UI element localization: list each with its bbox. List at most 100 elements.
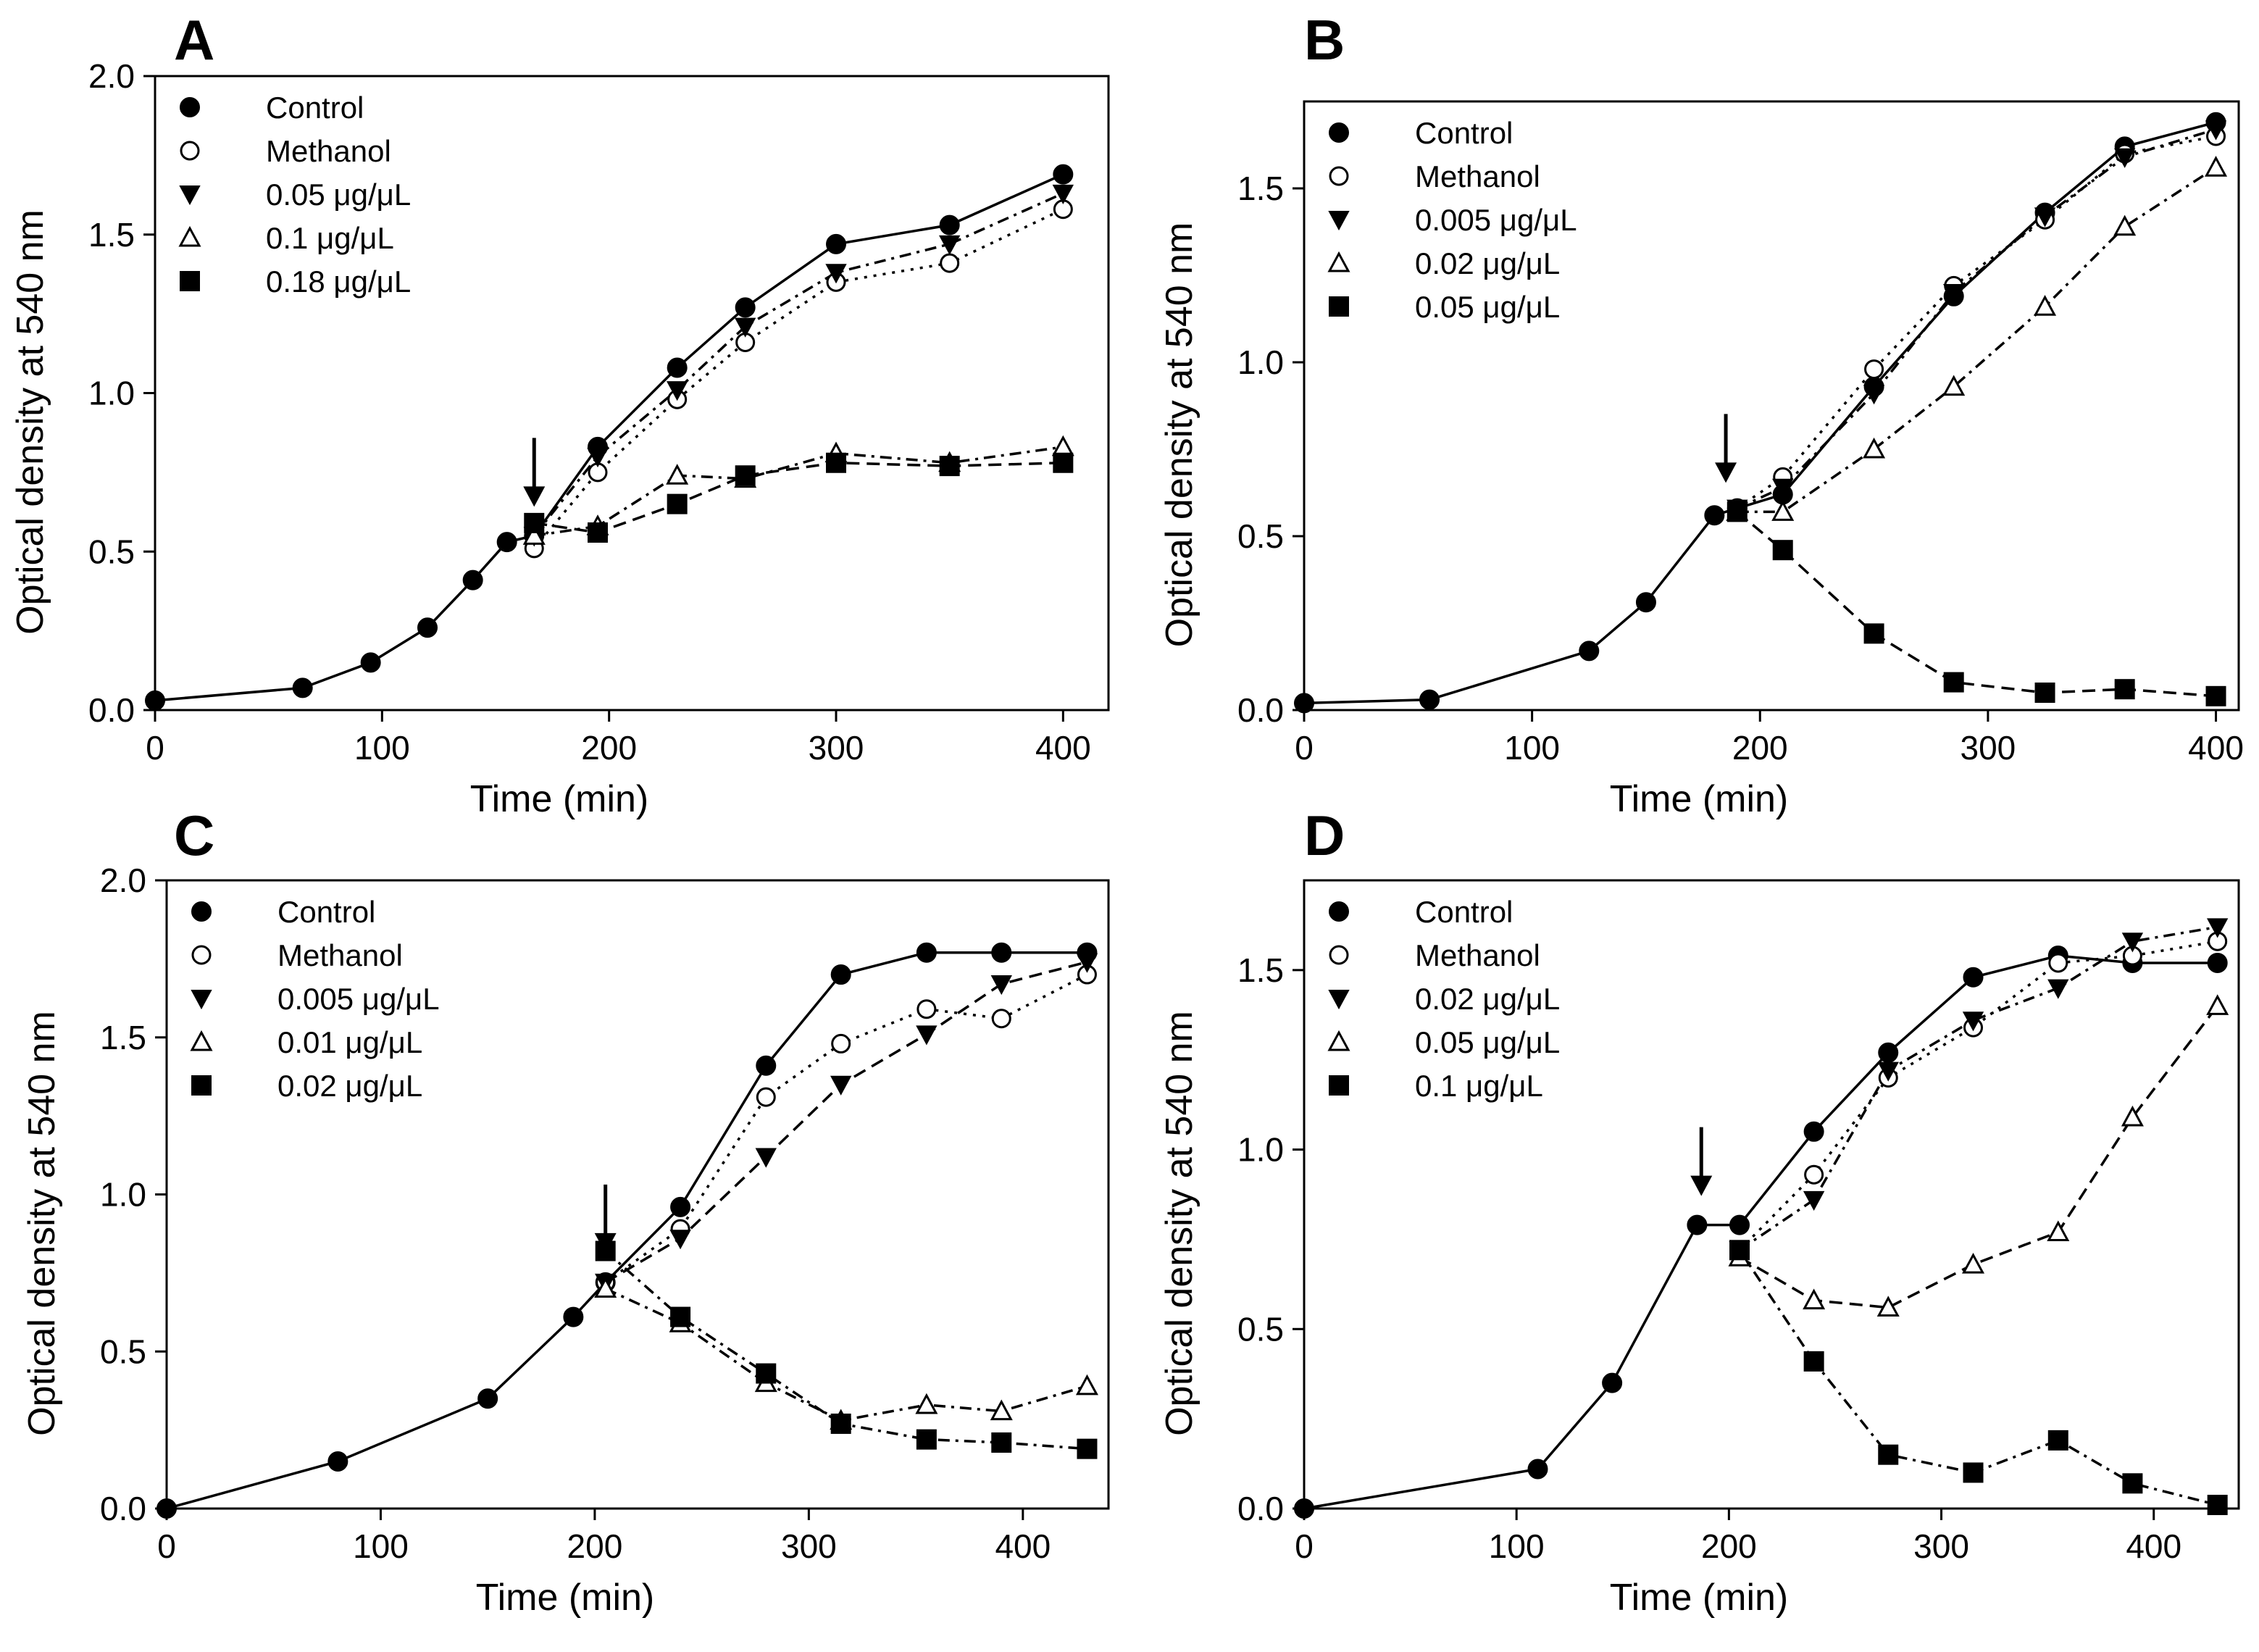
- legend-marker: [1329, 296, 1349, 317]
- data-point-series-4: [1772, 540, 1793, 561]
- data-point-series-0: [830, 964, 851, 985]
- treatment-arrow-head: [523, 486, 546, 507]
- y-tick-label: 0.0: [100, 1490, 146, 1527]
- legend-label: 0.01 μg/μL: [277, 1025, 422, 1059]
- x-tick-label: 100: [1504, 729, 1560, 767]
- data-point-series-0: [1878, 1042, 1899, 1063]
- data-point-series-3: [1876, 1296, 1900, 1317]
- data-point-series-0: [477, 1388, 498, 1409]
- data-point-series-0: [991, 942, 1012, 963]
- x-tick-label: 400: [2188, 729, 2244, 767]
- x-tick-label: 200: [567, 1527, 623, 1565]
- data-point-series-4: [2047, 1430, 2068, 1451]
- legend-label: 0.02 μg/μL: [1415, 246, 1560, 280]
- y-axis-title: Optical density at 540 nm: [9, 209, 51, 635]
- data-point-series-4: [667, 493, 688, 514]
- chart-panel-c: 0 100 200 300 400 0.0 0.5 1.0 1.5 2.0 Time (min) Op…: [21, 804, 1110, 1619]
- data-point-series-0: [327, 1451, 348, 1472]
- data-point-series-2: [755, 1148, 777, 1168]
- data-point-series-0: [1527, 1459, 1548, 1480]
- series-line-0: [1303, 121, 2216, 705]
- data-point-series-0: [1704, 505, 1725, 526]
- y-axis-title: Optical density at 540 nm: [1158, 1011, 1201, 1436]
- legend-marker: [191, 990, 212, 1010]
- data-point-series-2: [734, 317, 756, 338]
- data-point-series-2: [1863, 385, 1885, 405]
- data-point-series-0: [735, 297, 756, 318]
- data-point-series-4: [670, 1306, 691, 1327]
- legend-marker: [1329, 166, 1349, 186]
- data-point-series-1: [916, 999, 937, 1019]
- data-point-series-3: [1051, 435, 1074, 456]
- data-point-series-4: [2207, 1495, 2228, 1516]
- data-point-series-0: [1294, 1498, 1314, 1519]
- data-point-series-2: [666, 381, 688, 401]
- data-point-series-3: [1075, 1374, 1098, 1396]
- x-tick-label: 200: [581, 729, 637, 767]
- x-axis-title: Time (min): [1610, 1577, 1789, 1619]
- data-point-series-0: [292, 677, 313, 698]
- data-point-series-0: [145, 690, 165, 711]
- data-point-series-2: [2114, 148, 2136, 168]
- legend-marker: [191, 945, 212, 965]
- data-point-series-3: [1962, 1252, 1985, 1274]
- treatment-arrow-head: [594, 1232, 617, 1253]
- x-tick-label: 400: [2126, 1527, 2181, 1565]
- data-point-series-4: [2114, 679, 2135, 700]
- data-point-series-2: [1803, 1190, 1825, 1211]
- data-point-series-2: [2207, 918, 2229, 938]
- data-point-series-0: [1687, 1214, 1708, 1235]
- legend-marker: [191, 901, 212, 922]
- legend-label: 0.18 μg/μL: [266, 264, 411, 299]
- x-tick-label: 0: [157, 1527, 176, 1565]
- legend-label: 0.02 μg/μL: [277, 1069, 422, 1103]
- data-point-series-3: [1942, 375, 1966, 396]
- data-point-series-4: [756, 1363, 777, 1384]
- y-tick-label: 0.5: [88, 533, 135, 570]
- data-point-series-4: [2034, 683, 2055, 703]
- data-point-series-0: [1602, 1372, 1623, 1393]
- series-line-1: [1736, 135, 2216, 510]
- data-point-series-4: [588, 522, 608, 543]
- plot-frame: [154, 75, 1110, 712]
- legend-marker: [1327, 251, 1350, 272]
- data-point-series-4: [1726, 501, 1748, 522]
- x-axis-title: Time (min): [476, 1577, 655, 1619]
- data-point-series-4: [1077, 1438, 1098, 1459]
- data-point-series-4: [826, 452, 846, 473]
- legend-marker: [1329, 122, 1349, 143]
- x-tick-label: 100: [353, 1527, 409, 1565]
- data-point-series-4: [916, 1429, 937, 1450]
- legend-label: Methanol: [1415, 938, 1540, 972]
- x-tick-label: 400: [995, 1527, 1051, 1565]
- data-point-series-2: [2121, 933, 2144, 953]
- legend-marker: [190, 1030, 213, 1051]
- plot-frame: [1303, 100, 2240, 712]
- legend-marker: [1328, 990, 1350, 1010]
- data-point-series-2: [830, 1075, 852, 1096]
- data-point-series-0: [1635, 592, 1656, 613]
- data-point-series-2: [1877, 1061, 1899, 1082]
- x-tick-label: 300: [781, 1527, 837, 1565]
- data-point-series-3: [2121, 1105, 2144, 1127]
- legend-label: 0.02 μg/μL: [1415, 982, 1560, 1016]
- x-tick-label: 200: [1701, 1527, 1757, 1565]
- y-tick-label: 1.5: [100, 1019, 146, 1056]
- y-tick-label: 0.5: [100, 1332, 146, 1370]
- y-tick-label: 1.0: [1237, 1131, 1284, 1169]
- legend-label: 0.05 μg/μL: [266, 178, 411, 212]
- y-tick-label: 1.0: [100, 1176, 146, 1214]
- data-point-series-0: [156, 1498, 177, 1519]
- y-tick-label: 0.0: [1237, 691, 1284, 729]
- data-point-series-1: [756, 1087, 776, 1107]
- legend-label: 0.005 μg/μL: [1415, 203, 1577, 237]
- data-point-series-3: [2205, 156, 2228, 177]
- data-point-series-1: [991, 1009, 1011, 1029]
- data-point-series-2: [938, 235, 961, 255]
- data-point-series-2: [669, 1230, 691, 1250]
- data-point-series-2: [2034, 207, 2056, 228]
- data-point-series-0: [756, 1055, 777, 1076]
- x-tick-label: 200: [1732, 729, 1788, 767]
- data-point-series-2: [1052, 184, 1074, 204]
- y-tick-label: 0.5: [1237, 517, 1284, 555]
